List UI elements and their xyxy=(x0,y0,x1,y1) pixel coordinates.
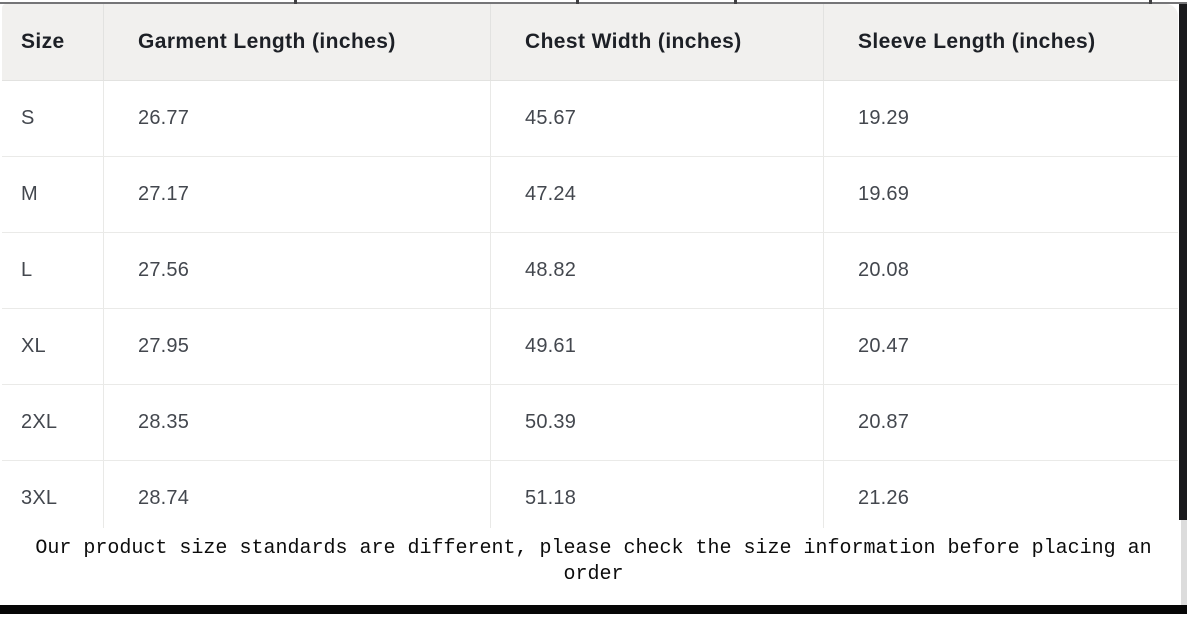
column-header-garment-length: Garment Length (inches) xyxy=(103,4,490,80)
cell-chest-width: 47.24 xyxy=(490,157,823,232)
cell-chest-width: 51.18 xyxy=(490,461,823,528)
cropped-text-artifact xyxy=(576,0,579,5)
size-note-text: Our product size standards are different… xyxy=(35,537,1152,586)
right-edge-light-strip xyxy=(1181,520,1187,605)
cropped-text-artifact xyxy=(1149,0,1152,5)
size-note: Our product size standards are different… xyxy=(0,536,1187,588)
bottom-black-bar xyxy=(0,605,1187,614)
cell-sleeve-length: 20.47 xyxy=(823,309,1178,384)
cell-garment-length: 28.35 xyxy=(103,385,490,460)
cell-chest-width: 49.61 xyxy=(490,309,823,384)
table-header-row: Size Garment Length (inches) Chest Width… xyxy=(2,4,1178,80)
cell-size: S xyxy=(21,107,35,129)
cell-garment-length: 26.77 xyxy=(103,81,490,156)
right-edge-dark-strip xyxy=(1179,4,1187,520)
cell-sleeve-length: 19.69 xyxy=(823,157,1178,232)
table-row-3xl: 3XL 28.74 51.18 21.26 xyxy=(2,460,1178,528)
cell-sleeve-length: 21.26 xyxy=(823,461,1178,528)
table-row-s: S 26.77 45.67 19.29 xyxy=(2,80,1178,156)
cropped-text-artifact xyxy=(294,0,297,5)
table-row-m: M 27.17 47.24 19.69 xyxy=(2,156,1178,232)
cell-size: L xyxy=(21,259,33,281)
top-border-rule xyxy=(0,2,1187,4)
column-header-sleeve-length: Sleeve Length (inches) xyxy=(823,4,1178,80)
cell-sleeve-length: 19.29 xyxy=(823,81,1178,156)
cell-size: M xyxy=(21,183,38,205)
cell-chest-width: 45.67 xyxy=(490,81,823,156)
cell-garment-length: 28.74 xyxy=(103,461,490,528)
column-header-size: Size xyxy=(21,30,65,53)
cell-sleeve-length: 20.08 xyxy=(823,233,1178,308)
cell-garment-length: 27.95 xyxy=(103,309,490,384)
cell-garment-length: 27.17 xyxy=(103,157,490,232)
cell-chest-width: 50.39 xyxy=(490,385,823,460)
cell-chest-width: 48.82 xyxy=(490,233,823,308)
table-row-l: L 27.56 48.82 20.08 xyxy=(2,232,1178,308)
cell-size: 2XL xyxy=(21,411,58,433)
cell-size: 3XL xyxy=(21,487,58,509)
cell-size: XL xyxy=(21,335,46,357)
table-row-xl: XL 27.95 49.61 20.47 xyxy=(2,308,1178,384)
cell-garment-length: 27.56 xyxy=(103,233,490,308)
table-row-2xl: 2XL 28.35 50.39 20.87 xyxy=(2,384,1178,460)
size-chart-table: Size Garment Length (inches) Chest Width… xyxy=(2,4,1178,528)
cropped-text-artifact xyxy=(734,0,737,5)
column-header-chest-width: Chest Width (inches) xyxy=(490,4,823,80)
cell-sleeve-length: 20.87 xyxy=(823,385,1178,460)
